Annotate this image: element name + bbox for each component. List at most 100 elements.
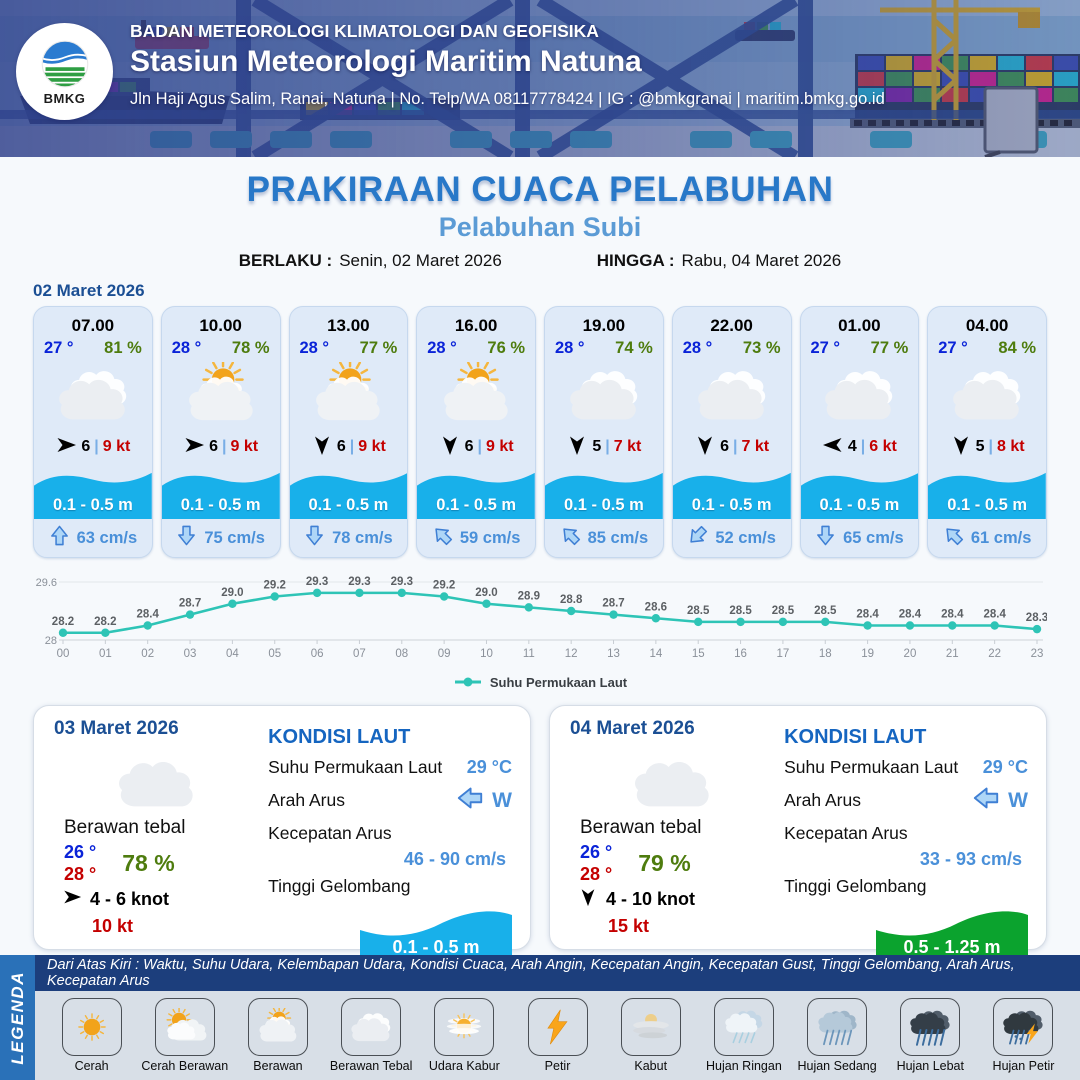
svg-text:17: 17	[777, 648, 790, 660]
wave-height-band: 0.1 - 0.5 m	[545, 469, 663, 519]
hourly-forecast-card: 22.00 28 ° 73 % 6 | 7 kt 0.1 - 0.5 m 52 …	[671, 306, 792, 558]
wind-row: 6 | 7 kt	[673, 432, 791, 462]
hingga-value: Rabu, 04 Maret 2026	[681, 251, 842, 270]
svg-text:28.4: 28.4	[941, 609, 964, 621]
cloud-sun-icon	[316, 362, 381, 421]
temp-humidity-row: 28 ° 73 %	[673, 336, 791, 358]
humidity-value: 84 %	[998, 339, 1036, 357]
wave-height-value: 0.1 - 0.5 m	[308, 496, 389, 514]
separator: |	[733, 438, 738, 455]
weather-icon	[620, 998, 681, 1056]
wind-row: 4 | 6 kt	[801, 432, 919, 462]
wave-height-badge: 0.5 - 1.25 m	[876, 904, 1028, 971]
legend-item-label: Hujan Lebat	[896, 1059, 964, 1073]
weather-icon	[801, 358, 919, 432]
direction-arrow-icon	[57, 437, 77, 452]
data-point	[990, 621, 999, 630]
svg-text:29.0: 29.0	[475, 587, 497, 599]
temperature-value: 27 °	[810, 339, 841, 357]
gust-value: 8 kt	[997, 438, 1025, 455]
sea-condition-title: KONDISI LAUT	[268, 726, 411, 748]
sst-label: Suhu Permukaan Laut	[268, 757, 443, 777]
sea-condition-column: KONDISI LAUT Suhu Permukaan Laut 29 °C A…	[268, 718, 512, 966]
svg-text:28.2: 28.2	[94, 616, 116, 628]
current-direction-icon	[973, 785, 999, 816]
wind-row: 5 | 8 kt	[928, 432, 1046, 462]
current-speed-label: Kecepatan Arus	[268, 823, 392, 843]
haze-icon	[447, 1013, 482, 1039]
direction-arrow-icon	[581, 889, 595, 907]
humidity-value: 78 %	[122, 849, 175, 876]
legend-item: Udara Kabur	[418, 998, 511, 1073]
svg-text:28.3: 28.3	[1026, 612, 1047, 624]
wave-height-badge: 0.1 - 0.5 m	[360, 904, 512, 971]
svg-text:29.0: 29.0	[221, 587, 243, 599]
time-label: 13.00	[327, 316, 370, 335]
daily-forecast-card: 03 Maret 2026 Berawan tebal 26 ° 28 ° 78…	[33, 705, 531, 966]
svg-text:03: 03	[184, 648, 197, 660]
current-direction-icon	[687, 525, 708, 551]
wind-direction-icon	[183, 434, 205, 461]
current-direction-icon	[943, 525, 964, 551]
svg-text:28.5: 28.5	[687, 605, 710, 617]
legend-item: Berawan Tebal	[325, 998, 418, 1073]
humidity-value: 81 %	[104, 339, 142, 357]
wave-shape: 0.1 - 0.5 m	[360, 911, 512, 966]
wave-shape	[928, 472, 1046, 519]
date-label: 04 Maret 2026	[570, 718, 695, 739]
hourly-cards-row: 07.00 27 ° 81 % 6 | 9 kt 0.1 - 0.5 m 63 …	[33, 306, 1047, 558]
direction-arrow-icon	[953, 436, 968, 455]
temperature-value: 28 °	[427, 339, 457, 357]
current-direction-icon	[432, 525, 453, 551]
fog-icon	[632, 1013, 669, 1039]
wind-speed-value: 5	[975, 438, 985, 455]
current-speed-value: 85 cm/s	[587, 528, 649, 547]
data-point	[524, 603, 534, 612]
wind-direction-icon	[55, 434, 77, 461]
temp-humidity-row: 27 ° 81 %	[34, 336, 152, 358]
wave-height-value: 0.1 - 0.5 m	[819, 496, 900, 514]
svg-text:28.4: 28.4	[983, 609, 1006, 621]
data-point	[143, 621, 152, 630]
humidity-value: 78 %	[231, 339, 270, 357]
wave-shape	[800, 472, 919, 519]
date-label: 03 Maret 2026	[54, 718, 179, 739]
daily-forecast-card: 04 Maret 2026 Berawan tebal 26 ° 28 ° 79…	[549, 705, 1047, 966]
data-point	[863, 621, 872, 630]
temperature-value: 28 °	[299, 339, 330, 357]
svg-text:29.2: 29.2	[264, 580, 286, 592]
current-row: 59 cm/s	[417, 519, 535, 557]
clouds-icon	[570, 371, 638, 420]
data-point	[439, 592, 449, 601]
time-label: 07.00	[71, 316, 115, 335]
current-arrow-icon	[306, 525, 323, 546]
sun-cloud-icon	[166, 1008, 207, 1041]
time-label: 04.00	[965, 316, 1009, 335]
current-row: 85 cm/s	[545, 519, 663, 557]
page-subtitle: Pelabuhan Subi	[438, 212, 642, 242]
temp-humidity-row: 27 ° 77 %	[801, 336, 919, 358]
weather-icon	[290, 358, 408, 432]
gust-value: 9 kt	[358, 438, 386, 455]
clouds-icon	[351, 1013, 391, 1042]
wave-height-band: 0.1 - 0.5 m	[417, 469, 535, 519]
wind-row: 6 | 9 kt	[290, 432, 408, 462]
weather-icon	[527, 998, 588, 1056]
svg-text:28.4: 28.4	[899, 609, 922, 621]
separator: |	[349, 438, 355, 455]
hourly-forecast-card: 19.00 28 ° 74 % 5 | 7 kt 0.1 - 0.5 m 85 …	[544, 306, 664, 558]
validity-row: BERLAKU : Senin, 02 Maret 2026 HINGGA : Ra…	[0, 251, 1080, 271]
wind-direction-icon	[62, 887, 82, 912]
weather-icon	[713, 998, 774, 1056]
svg-text:29.2: 29.2	[433, 580, 455, 592]
current-direction-icon	[49, 525, 70, 551]
svg-text:20: 20	[904, 648, 917, 660]
svg-text:19: 19	[861, 648, 874, 660]
svg-text:28.7: 28.7	[602, 598, 624, 610]
hourly-forecast-card: 01.00 27 ° 77 % 4 | 6 kt 0.1 - 0.5 m 65 …	[799, 306, 920, 558]
humidity-value: 73 %	[742, 339, 781, 357]
svg-text:28.5: 28.5	[814, 605, 837, 617]
contact-line: Jln Haji Agus Salim, Ranai, Natuna | No.…	[130, 90, 885, 108]
humidity-value: 76 %	[487, 339, 525, 357]
weather-icon	[993, 998, 1054, 1056]
